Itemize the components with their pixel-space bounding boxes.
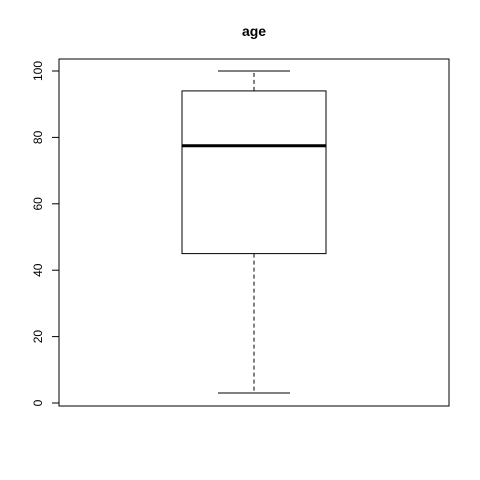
y-tick-label: 100	[31, 61, 45, 81]
y-tick-label: 80	[31, 130, 45, 144]
y-tick-label: 60	[31, 197, 45, 211]
chart-title: age	[242, 23, 266, 39]
y-tick-label: 20	[31, 330, 45, 344]
interquartile-box	[181, 90, 327, 255]
box-plot	[181, 70, 327, 394]
y-axis: 0 20 40 60 80 100	[31, 61, 60, 406]
y-tick-label: 0	[31, 399, 45, 406]
y-tick-label: 40	[31, 263, 45, 277]
